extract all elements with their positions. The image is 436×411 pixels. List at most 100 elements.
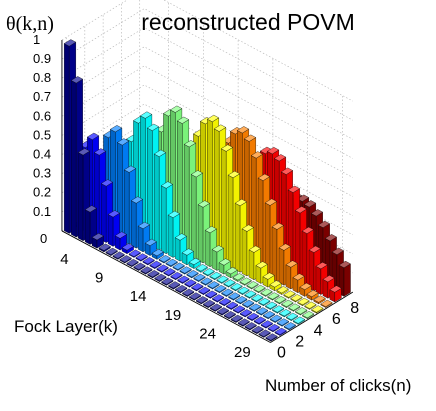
bar-top-face	[123, 165, 137, 173]
bar	[242, 299, 255, 309]
bar-top-face	[167, 210, 181, 218]
bar-top-face	[107, 210, 121, 218]
bar	[205, 290, 218, 299]
bar	[239, 309, 253, 318]
bar	[175, 284, 188, 294]
bar-top-face	[272, 305, 285, 313]
bar	[278, 309, 292, 318]
bar-front-face	[101, 183, 107, 243]
bar	[306, 289, 319, 301]
bar	[193, 273, 206, 283]
bar-top-face	[308, 245, 321, 253]
bar-top-face	[183, 140, 197, 148]
bar-front-face	[174, 237, 181, 262]
bar-top-face	[227, 170, 241, 179]
bar-top-face	[205, 290, 218, 298]
bar	[225, 267, 238, 279]
bar-top-face	[100, 179, 114, 187]
bar-top-face	[285, 260, 298, 268]
z-tick-label: 0.8	[33, 70, 51, 85]
bar	[163, 268, 176, 277]
z-tick-label: 0.6	[33, 108, 51, 123]
bar	[274, 296, 287, 305]
bar	[121, 243, 134, 255]
k-tick-label: 24	[199, 325, 216, 342]
bar-top-face	[241, 224, 254, 232]
bar-front-face	[227, 174, 234, 269]
bar-top-face	[251, 325, 264, 334]
bar-top-face	[158, 255, 171, 263]
bars	[63, 39, 351, 342]
bar-top-face	[128, 249, 141, 257]
z-tick-label: 0.2	[33, 185, 51, 200]
bar-top-face	[213, 124, 227, 132]
bar-top-face	[251, 294, 264, 302]
k-tick-label: 29	[234, 344, 251, 361]
bar	[276, 286, 289, 295]
bar-top-face	[317, 220, 331, 228]
bar-top-face	[220, 144, 234, 152]
bar-top-face	[191, 283, 204, 291]
bar-top-face	[174, 233, 187, 241]
bar-top-face	[228, 292, 241, 300]
z-grid-line	[61, 46, 353, 159]
bar	[133, 262, 146, 271]
bar-top-face	[121, 243, 134, 251]
bar	[179, 266, 192, 275]
bar-top-face	[153, 149, 167, 157]
bar-top-face	[207, 281, 220, 289]
bar-top-face	[221, 288, 234, 296]
bar-top-face	[257, 173, 271, 181]
bar	[98, 243, 111, 253]
bar-top-face	[156, 264, 169, 272]
bar-top-face	[109, 125, 123, 133]
z-tick-label: 0.5	[33, 127, 51, 142]
bar-top-face	[295, 307, 308, 315]
bar-top-face	[260, 288, 273, 296]
bar	[128, 249, 141, 258]
z-grid-line	[61, 65, 353, 178]
bar-top-face	[169, 105, 183, 113]
bar	[170, 271, 183, 281]
bar	[112, 251, 125, 260]
bar	[258, 297, 271, 307]
bar-top-face	[135, 253, 148, 261]
bar-top-face	[197, 200, 211, 208]
bar-top-face	[142, 257, 155, 265]
bar-top-face	[218, 258, 231, 266]
bar-top-face	[301, 226, 314, 234]
bar-top-face	[304, 301, 317, 309]
bar-top-face	[250, 151, 264, 159]
bar-top-face	[137, 221, 151, 230]
bar-top-face	[287, 185, 301, 193]
bar	[188, 292, 202, 301]
bar-top-face	[200, 277, 213, 285]
bar	[144, 238, 157, 256]
bar	[154, 273, 167, 283]
bar-top-face	[320, 299, 333, 307]
bar-front-face	[278, 247, 285, 286]
bar-top-face	[283, 322, 296, 330]
bar-top-face	[160, 181, 174, 189]
bar	[265, 301, 278, 310]
bar-top-face	[234, 198, 247, 207]
bar-top-face	[248, 303, 262, 311]
n-tick-label: 6	[332, 311, 341, 328]
bar-top-face	[177, 275, 190, 283]
bar-top-face	[253, 284, 266, 293]
bar	[207, 281, 220, 290]
bar	[140, 266, 153, 275]
bar	[320, 299, 333, 308]
bar	[285, 312, 299, 322]
bar-top-face	[139, 111, 153, 119]
bar	[135, 253, 148, 262]
bar-top-face	[211, 245, 224, 253]
bar	[283, 290, 296, 299]
bar-top-face	[223, 310, 236, 319]
bar	[239, 277, 252, 286]
bar	[258, 329, 271, 338]
z-tick-label: 0.9	[33, 51, 51, 66]
bar-top-face	[331, 247, 344, 255]
